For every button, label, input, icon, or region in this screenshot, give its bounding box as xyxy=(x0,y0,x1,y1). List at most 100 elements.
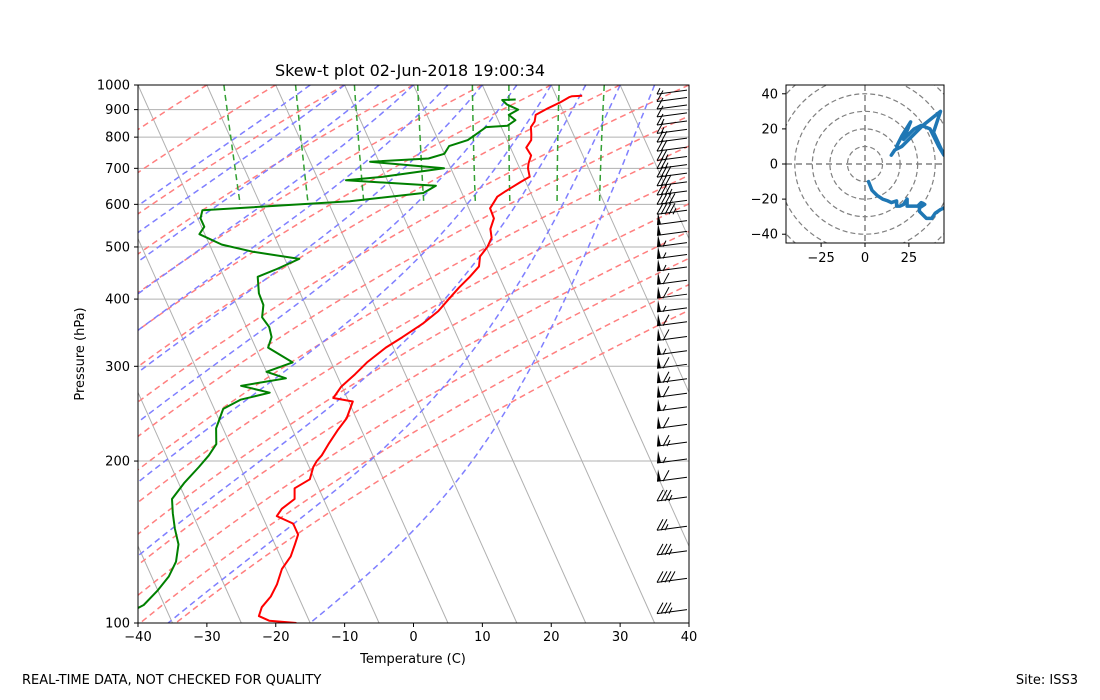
wind-barb xyxy=(656,434,688,447)
barb-staff xyxy=(656,321,688,327)
hodograph-trace xyxy=(866,109,944,221)
barb-full xyxy=(656,149,664,161)
barb-staff xyxy=(656,335,688,341)
y-tick-label: 1000 xyxy=(97,79,130,94)
barb-pennant xyxy=(657,286,661,299)
barb-pennant xyxy=(657,434,661,447)
barb-full xyxy=(656,105,664,118)
barb-full xyxy=(668,571,676,583)
moist-adiabat-line xyxy=(138,85,483,374)
barb-staff xyxy=(656,525,688,531)
hodograph-y-ticks: −40 −20 0 20 40 xyxy=(751,87,786,243)
barb-full xyxy=(660,174,668,187)
isotherm-line xyxy=(138,391,242,623)
wind-barb xyxy=(656,489,688,502)
hodograph-x-tick-label: 0 xyxy=(861,251,869,266)
wind-barb xyxy=(656,313,688,327)
wind-barbs xyxy=(656,87,688,615)
barb-full xyxy=(660,543,668,556)
barb-full xyxy=(656,97,664,110)
dewpoint-profile xyxy=(138,98,520,610)
wind-barb xyxy=(656,416,688,429)
y-tick-label: 100 xyxy=(105,617,130,632)
barb-pennant xyxy=(657,416,661,429)
barb-half xyxy=(668,548,673,556)
barb-pennant xyxy=(657,370,661,383)
barb-full xyxy=(656,519,664,531)
barb-half xyxy=(662,240,667,247)
barb-full xyxy=(668,193,676,205)
barb-full xyxy=(656,543,664,556)
moist-adiabat-line xyxy=(138,85,346,234)
barb-full xyxy=(664,489,672,502)
barb-staff xyxy=(656,242,688,248)
barb-half xyxy=(664,154,669,161)
site-label: Site: ISS3 xyxy=(1015,673,1078,688)
barb-staff xyxy=(656,164,688,170)
barb-staff xyxy=(656,350,688,356)
barb-full xyxy=(656,139,664,152)
hodograph-trace-lower xyxy=(866,179,944,221)
wind-barb xyxy=(656,286,688,299)
isotherm-line xyxy=(0,85,104,623)
dry-adiabat-line xyxy=(138,85,277,174)
moist-adiabat-line xyxy=(309,85,656,623)
barb-pennant xyxy=(657,398,661,411)
wind-barb xyxy=(656,203,688,215)
wind-barb xyxy=(656,543,688,556)
barb-pennant xyxy=(657,212,661,225)
barb-half xyxy=(656,87,661,95)
barb-full xyxy=(664,602,672,614)
hodograph-y-tick-label: 0 xyxy=(770,158,778,173)
wind-barb xyxy=(656,272,688,285)
dry-adiabat-line xyxy=(138,85,208,131)
y-tick-label: 700 xyxy=(105,162,130,177)
barb-half xyxy=(668,607,673,614)
barb-pennant xyxy=(657,246,661,259)
barb-staff xyxy=(656,476,688,482)
wind-barb xyxy=(656,149,688,162)
barb-full xyxy=(660,183,668,196)
barb-staff xyxy=(656,378,688,384)
barb-pennant xyxy=(657,356,661,369)
quality-disclaimer: REAL-TIME DATA, NOT CHECKED FOR QUALITY xyxy=(22,673,322,688)
barb-full xyxy=(660,203,668,215)
wind-barb xyxy=(656,328,688,341)
hodograph-ring xyxy=(794,93,936,235)
barb-staff xyxy=(656,496,688,502)
barb-staff xyxy=(656,209,688,215)
barb-full xyxy=(662,417,670,429)
barb-full xyxy=(656,571,664,583)
hodograph-crosshair xyxy=(786,85,944,243)
wind-barb xyxy=(656,105,688,118)
barb-staff xyxy=(656,172,688,178)
barb-half xyxy=(664,162,669,169)
wind-barb xyxy=(656,342,688,356)
barb-full xyxy=(664,193,672,205)
wind-barb xyxy=(656,193,688,205)
barb-pennant xyxy=(657,328,661,341)
barb-full xyxy=(656,90,664,102)
y-axis-label: Pressure (hPa) xyxy=(73,307,88,400)
wind-barb xyxy=(656,90,688,102)
barb-full xyxy=(664,183,672,196)
isotherm-lines xyxy=(0,85,689,623)
barb-pennant xyxy=(657,385,661,398)
barb-full xyxy=(660,193,668,205)
barb-half xyxy=(666,376,671,383)
barb-staff xyxy=(656,230,688,236)
hodograph-x-ticks: −25 0 25 xyxy=(807,243,917,266)
dry-adiabat-line xyxy=(138,85,345,215)
wind-barb xyxy=(656,398,688,412)
barb-half xyxy=(660,118,665,126)
isotherm-line xyxy=(138,237,311,623)
barb-staff xyxy=(656,112,688,118)
barb-full xyxy=(662,386,670,398)
moist-adiabat-line xyxy=(138,85,587,557)
barb-full xyxy=(662,470,670,482)
wind-barb xyxy=(656,602,688,615)
barb-staff xyxy=(656,137,688,143)
isotherm-line xyxy=(275,85,518,623)
barb-full xyxy=(656,183,664,196)
